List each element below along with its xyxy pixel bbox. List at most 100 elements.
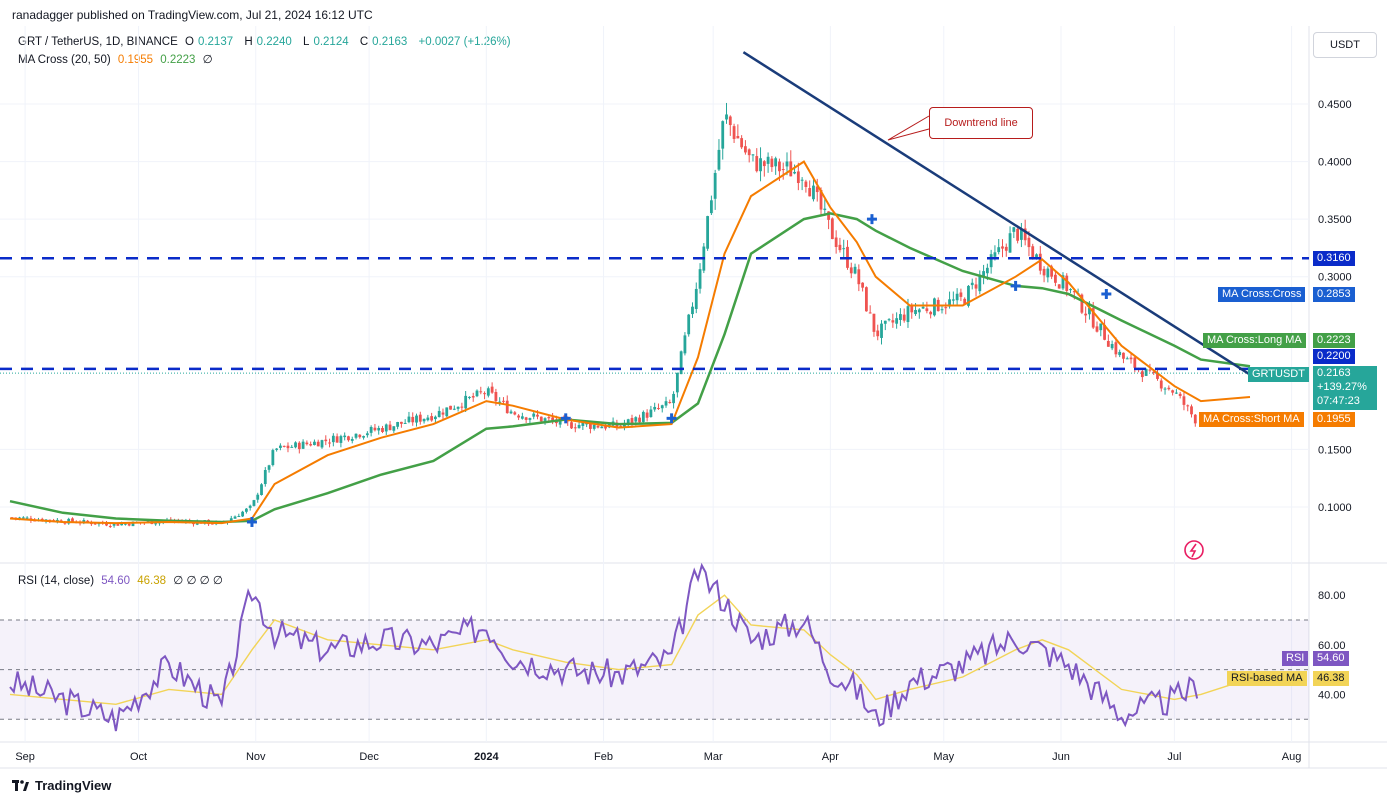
candle-body: [1095, 326, 1099, 332]
candle-body: [452, 408, 456, 410]
candle-body: [872, 313, 876, 332]
candle-body: [244, 508, 248, 512]
downtrend-annotation[interactable]: Downtrend line: [929, 107, 1033, 139]
candle-body: [241, 511, 245, 517]
close-value: 0.2163: [372, 36, 408, 48]
candle-body: [604, 425, 607, 429]
rsi-legend-label: RSI (14, close): [18, 575, 95, 587]
candle-body: [921, 306, 925, 309]
candle-body: [286, 445, 290, 449]
tradingview-logo[interactable]: TradingView: [12, 778, 111, 793]
candle-body: [649, 409, 653, 418]
candle-body: [1072, 291, 1076, 293]
candle-body: [369, 426, 373, 433]
candle-body: [547, 417, 551, 419]
candle-body: [1182, 396, 1186, 405]
rsi-legend[interactable]: RSI (14, close) 54.60 46.38 ∅ ∅ ∅ ∅: [18, 573, 227, 587]
candle-body: [1042, 268, 1046, 276]
candle-body: [468, 396, 471, 398]
candle-body: [899, 314, 902, 320]
candle-body: [762, 161, 766, 167]
candle-body: [1023, 228, 1027, 241]
candle-body: [509, 411, 513, 414]
price-tick-label: 0.3500: [1318, 214, 1352, 226]
candle-body: [857, 269, 861, 285]
candle-body: [944, 307, 948, 309]
price-tick-label: 0.4000: [1318, 157, 1352, 169]
cross-value-tag: 0.2853: [1313, 287, 1355, 302]
candle-body: [430, 416, 434, 421]
candle-body: [774, 158, 778, 167]
candle-body: [978, 274, 982, 292]
candle-body: [1031, 246, 1035, 259]
candle-body: [108, 526, 112, 528]
level-low-tag: 0.2200: [1313, 349, 1355, 364]
candle-body: [464, 395, 468, 409]
short-ma-value-tag: 0.1955: [1313, 412, 1355, 427]
candle-body: [600, 426, 604, 429]
candle-body: [1065, 275, 1069, 291]
candle-body: [1038, 253, 1042, 271]
candle-body: [1069, 289, 1072, 291]
candle-body: [974, 284, 978, 289]
candle-body: [876, 330, 880, 337]
candle-body: [725, 114, 728, 120]
callout-pointer: [887, 115, 930, 141]
candle-body: [263, 470, 267, 485]
candle-body: [619, 425, 623, 427]
symbol-timer: 07:47:23: [1317, 395, 1360, 407]
candle-body: [116, 524, 120, 526]
candle-body: [868, 312, 872, 314]
candle-body: [1012, 227, 1016, 232]
candle-body: [917, 309, 921, 313]
candle-body: [105, 523, 108, 526]
rsi-ma-label-tag: RSI-based MA: [1227, 671, 1307, 686]
candle-body: [740, 138, 744, 148]
candle-body: [93, 523, 97, 525]
candle-body: [634, 417, 638, 422]
rsi-ma-line: [9, 594, 1251, 706]
candle-body: [373, 427, 377, 431]
candle-body: [747, 149, 751, 156]
candle-body: [668, 401, 672, 403]
candle-body: [902, 314, 906, 321]
candle-body: [1080, 294, 1084, 313]
ma-legend[interactable]: MA Cross (20, 50) 0.1955 0.2223 ∅: [18, 52, 217, 66]
candle-body: [887, 319, 891, 321]
currency-button[interactable]: USDT: [1313, 32, 1377, 58]
candle-body: [127, 523, 131, 526]
lightning-icon[interactable]: [1184, 540, 1204, 560]
candle-body: [982, 271, 985, 277]
time-tick-label: Jul: [1167, 751, 1181, 763]
candle-body: [377, 427, 381, 431]
candle-body: [657, 407, 660, 409]
rsi-ma-legend-value: 46.38: [137, 575, 167, 587]
candle-body: [131, 521, 135, 527]
candle-body: [864, 287, 868, 312]
candle-body: [536, 414, 539, 417]
candle-body: [354, 433, 358, 438]
candle-body: [732, 126, 736, 139]
change-value: +0.0027 (+1.26%): [418, 36, 511, 48]
candle-body: [683, 335, 687, 354]
candle-body: [396, 422, 400, 427]
candle-body: [1019, 228, 1023, 240]
candle-body: [970, 282, 974, 286]
candle-body: [906, 306, 910, 323]
candle-body: [399, 421, 403, 424]
candle-body: [513, 412, 517, 415]
candle-body: [830, 218, 834, 240]
candle-body: [460, 406, 464, 408]
symbol-title[interactable]: GRT / TetherUS, 1D, BINANCE: [18, 36, 178, 48]
price-tick-label: 0.3000: [1318, 272, 1352, 284]
candle-body: [120, 523, 124, 526]
candle-body: [1152, 371, 1156, 374]
candle-body: [441, 412, 445, 415]
candle-body: [335, 436, 339, 443]
short-ma-line: [9, 160, 1251, 525]
candle-body: [260, 484, 263, 496]
candle-body: [1001, 246, 1004, 249]
candle-body: [985, 267, 989, 274]
candle-body: [532, 413, 536, 417]
